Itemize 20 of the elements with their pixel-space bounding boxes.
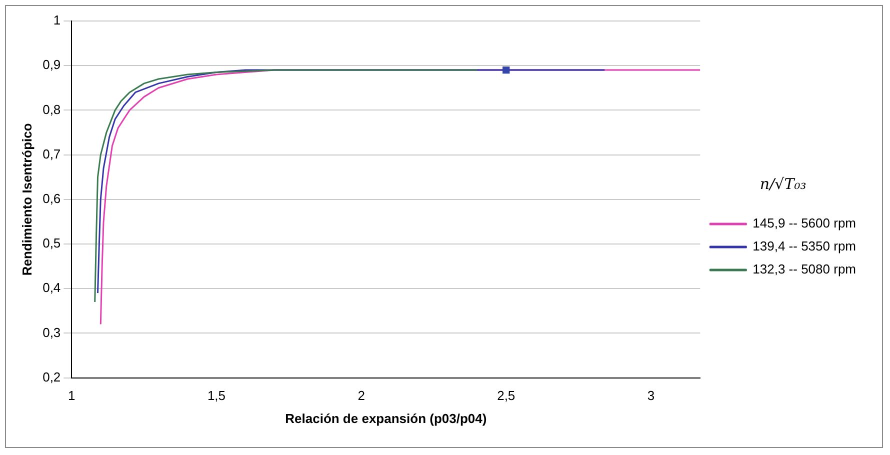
y-tick-label: 0,3: [42, 324, 61, 340]
y-tick-label: 0,6: [42, 190, 61, 206]
x-axis-title: Relación de expansión (p03/p04): [285, 410, 487, 426]
legend-label: 145,9 -- 5600 rpm: [752, 216, 856, 231]
y-tick-label: 0,4: [42, 280, 61, 296]
y-tick-label: 1: [53, 12, 61, 28]
y-tick-label: 0,2: [42, 369, 61, 384]
x-tick-label: 3: [647, 388, 655, 404]
y-tick-label: 0,8: [42, 102, 61, 117]
x-tick-label: 1: [68, 388, 76, 404]
x-tick-label: 1,5: [207, 388, 226, 404]
legend-label: 132,3 -- 5080 rpm: [752, 262, 856, 277]
x-tick-label: 2,5: [497, 388, 516, 404]
y-tick-label: 0,9: [42, 57, 61, 72]
legend-label: 139,4 -- 5350 rpm: [752, 238, 856, 254]
y-tick-label: 0,5: [42, 236, 61, 251]
legend-title: n/√T₀₃: [760, 174, 806, 193]
y-tick-label: 0,7: [42, 146, 61, 162]
y-axis-title: Rendimiento Isentrópico: [19, 123, 34, 276]
x-tick-label: 2: [358, 388, 365, 404]
